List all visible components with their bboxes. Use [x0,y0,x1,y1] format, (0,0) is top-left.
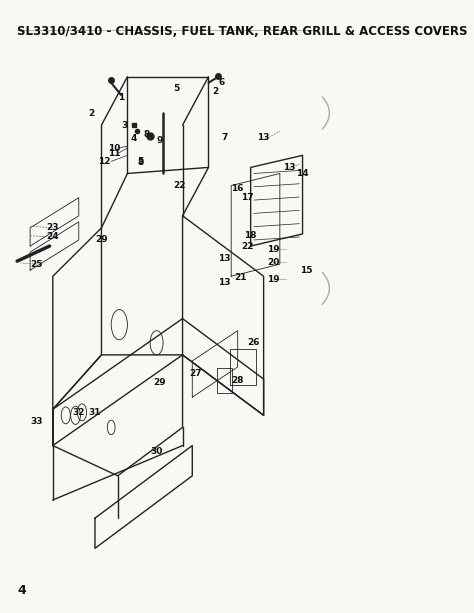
Text: 5: 5 [173,85,179,93]
Text: 13: 13 [219,278,231,287]
Text: 2: 2 [89,109,95,118]
Text: 19: 19 [267,245,280,254]
Text: 31: 31 [89,408,101,417]
Text: 30: 30 [150,447,163,456]
Text: 13: 13 [257,132,270,142]
Text: 3: 3 [121,121,128,129]
Text: 25: 25 [30,260,43,268]
Text: 27: 27 [189,368,202,378]
Text: 17: 17 [241,193,254,202]
Text: 14: 14 [296,169,309,178]
Text: 21: 21 [235,273,247,282]
Text: 13: 13 [219,254,231,262]
Text: 32: 32 [73,408,85,417]
Text: 29: 29 [154,378,166,387]
Text: 4: 4 [131,134,137,143]
Text: 23: 23 [46,223,59,232]
Text: 12: 12 [99,157,111,166]
Text: 6: 6 [219,78,225,87]
Text: 26: 26 [247,338,260,348]
Text: 28: 28 [231,376,244,385]
Text: 19: 19 [267,275,280,284]
Text: 1: 1 [118,93,124,102]
Text: 11: 11 [108,149,121,158]
Text: 16: 16 [231,184,244,193]
Text: 29: 29 [95,235,108,245]
Text: 22: 22 [173,181,185,190]
Text: 2: 2 [212,87,218,96]
Text: 24: 24 [46,232,59,242]
Text: 20: 20 [267,258,280,267]
Text: 15: 15 [300,265,312,275]
Text: 13: 13 [283,163,296,172]
Text: SL3310/3410 - CHASSIS, FUEL TANK, REAR GRILL & ACCESS COVERS  ______: SL3310/3410 - CHASSIS, FUEL TANK, REAR G… [17,25,474,39]
Text: 4: 4 [17,584,26,596]
Text: 33: 33 [30,417,43,426]
Text: 5: 5 [137,157,144,166]
Text: 18: 18 [245,230,257,240]
Text: 9: 9 [156,135,163,145]
Text: 10: 10 [108,143,120,153]
Text: 7: 7 [221,132,228,142]
Text: 22: 22 [241,242,254,251]
Text: 8: 8 [144,130,150,139]
Text: 8: 8 [137,158,144,167]
